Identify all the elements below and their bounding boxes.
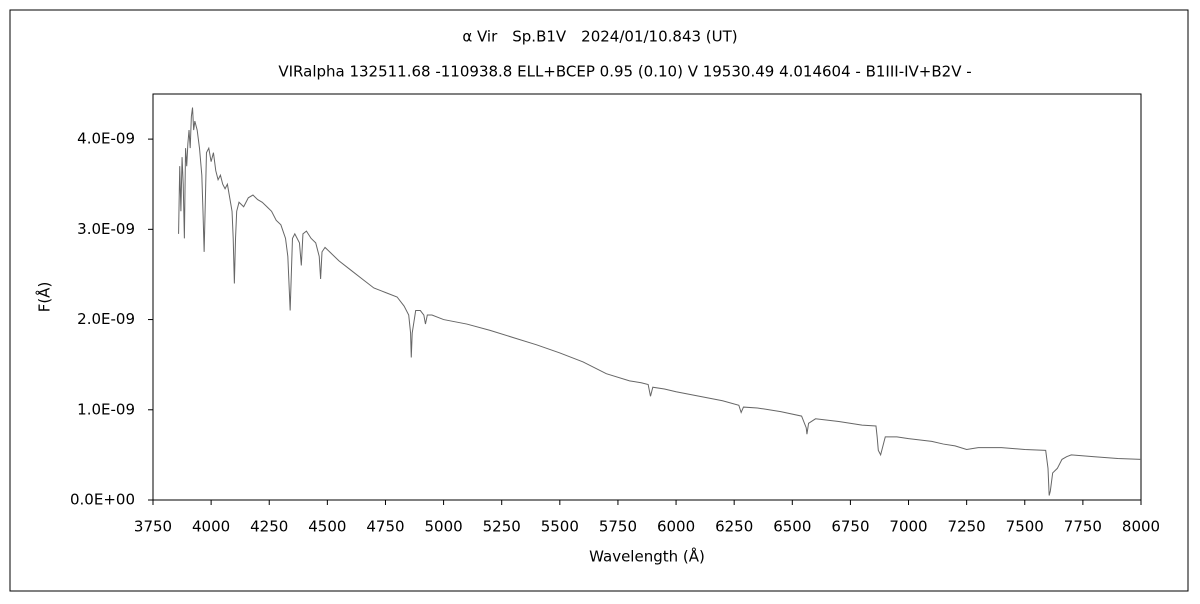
x-tick-label: 7750 xyxy=(1064,518,1102,536)
x-tick-label: 3750 xyxy=(134,518,172,536)
y-tick-label: 3.0E-09 xyxy=(77,220,135,238)
x-tick-label: 5000 xyxy=(424,518,462,536)
x-tick-label: 5500 xyxy=(541,518,579,536)
x-tick-label: 7000 xyxy=(889,518,927,536)
plot-area xyxy=(152,93,1142,501)
y-tick-label: 2.0E-09 xyxy=(77,310,135,328)
y-tick-label: 0.0E+00 xyxy=(70,491,135,509)
x-tick-label: 7250 xyxy=(948,518,986,536)
x-tick-label: 6000 xyxy=(657,518,695,536)
x-tick-label: 8000 xyxy=(1122,518,1160,536)
x-tick-label: 5750 xyxy=(599,518,637,536)
x-tick-label: 4750 xyxy=(366,518,404,536)
x-tick-label: 7500 xyxy=(1006,518,1044,536)
x-tick-label: 4500 xyxy=(308,518,346,536)
chart-subtitle: VIRalpha 132511.68 -110938.8 ELL+BCEP 0.… xyxy=(278,63,971,81)
y-axis-label: F(Å) xyxy=(35,282,54,313)
x-tick-label: 4250 xyxy=(250,518,288,536)
x-axis-label: Wavelength (Å) xyxy=(589,547,705,566)
x-tick-label: 6750 xyxy=(831,518,869,536)
x-tick-label: 4000 xyxy=(192,518,230,536)
chart-title: α Vir Sp.B1V 2024/01/10.843 (UT) xyxy=(462,28,737,46)
y-tick-label: 4.0E-09 xyxy=(77,130,135,148)
spectrum-line xyxy=(178,107,1142,496)
x-tick-label: 5250 xyxy=(483,518,521,536)
x-tick-label: 6250 xyxy=(715,518,753,536)
y-tick-label: 1.0E-09 xyxy=(77,400,135,418)
x-tick-label: 6500 xyxy=(773,518,811,536)
